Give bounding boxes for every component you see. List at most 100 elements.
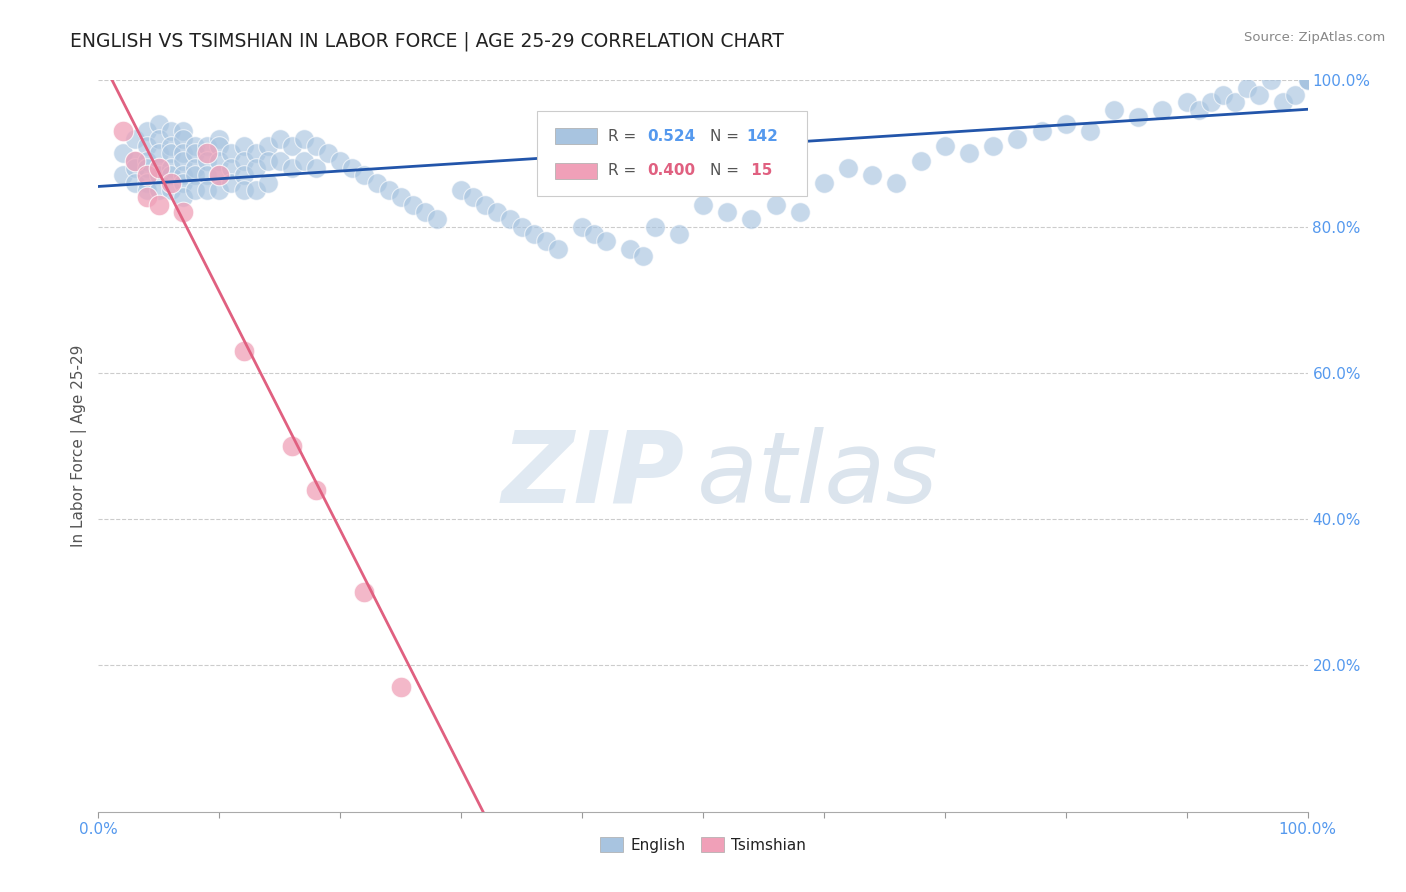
Point — [232, 139, 254, 153]
Text: 142: 142 — [747, 128, 778, 144]
Point — [1078, 124, 1101, 138]
Point — [1296, 73, 1319, 87]
Point — [172, 190, 194, 204]
Point — [1031, 124, 1053, 138]
Point — [1102, 103, 1125, 117]
Legend: English, Tsimshian: English, Tsimshian — [593, 831, 813, 859]
Point — [1249, 87, 1271, 102]
Point — [172, 176, 194, 190]
Point — [135, 124, 157, 138]
Point — [124, 132, 146, 146]
Point — [486, 205, 509, 219]
Point — [208, 183, 231, 197]
Point — [208, 139, 231, 153]
Point — [256, 139, 278, 153]
Point — [148, 183, 170, 197]
Point — [148, 132, 170, 146]
Point — [221, 176, 243, 190]
Y-axis label: In Labor Force | Age 25-29: In Labor Force | Age 25-29 — [72, 345, 87, 547]
Point — [1175, 95, 1198, 110]
Point — [256, 153, 278, 168]
Point — [208, 169, 231, 183]
Point — [1296, 73, 1319, 87]
Point — [172, 132, 194, 146]
Text: ZIP: ZIP — [502, 426, 685, 524]
Point — [135, 139, 157, 153]
Point — [148, 161, 170, 175]
Point — [716, 205, 738, 219]
Point — [245, 183, 267, 197]
Point — [1284, 87, 1306, 102]
Point — [281, 161, 304, 175]
Point — [789, 205, 811, 219]
Point — [631, 249, 654, 263]
Point — [619, 242, 641, 256]
Point — [860, 169, 883, 183]
Point — [1296, 73, 1319, 87]
Text: 0.524: 0.524 — [648, 128, 696, 144]
Point — [172, 153, 194, 168]
Point — [1296, 73, 1319, 87]
Point — [184, 146, 207, 161]
Point — [342, 161, 364, 175]
Point — [934, 139, 956, 153]
Point — [837, 161, 859, 175]
Point — [148, 169, 170, 183]
Point — [740, 212, 762, 227]
Point — [184, 139, 207, 153]
Point — [692, 197, 714, 211]
Point — [353, 169, 375, 183]
Point — [160, 139, 183, 153]
Text: atlas: atlas — [697, 426, 939, 524]
Point — [1296, 73, 1319, 87]
Point — [886, 176, 908, 190]
Point — [1296, 73, 1319, 87]
Point — [160, 183, 183, 197]
Point — [148, 146, 170, 161]
Point — [547, 242, 569, 256]
Point — [232, 153, 254, 168]
Point — [160, 161, 183, 175]
Point — [184, 161, 207, 175]
Point — [1296, 73, 1319, 87]
Point — [1296, 73, 1319, 87]
Point — [305, 161, 328, 175]
Point — [595, 234, 617, 248]
Point — [111, 169, 134, 183]
Point — [148, 117, 170, 131]
Point — [245, 161, 267, 175]
Point — [111, 124, 134, 138]
Point — [281, 139, 304, 153]
Point — [135, 169, 157, 183]
Point — [245, 146, 267, 161]
Point — [1296, 73, 1319, 87]
Point — [135, 190, 157, 204]
Point — [1296, 73, 1319, 87]
Point — [269, 153, 291, 168]
Point — [172, 169, 194, 183]
Text: ENGLISH VS TSIMSHIAN IN LABOR FORCE | AGE 25-29 CORRELATION CHART: ENGLISH VS TSIMSHIAN IN LABOR FORCE | AG… — [70, 31, 785, 51]
Point — [329, 153, 352, 168]
Point — [160, 169, 183, 183]
Point — [644, 219, 666, 234]
Point — [208, 153, 231, 168]
Text: 15: 15 — [747, 163, 772, 178]
Point — [389, 681, 412, 695]
Point — [571, 219, 593, 234]
Point — [668, 227, 690, 241]
Point — [195, 139, 218, 153]
Point — [1223, 95, 1246, 110]
Point — [366, 176, 388, 190]
Point — [256, 176, 278, 190]
Point — [160, 146, 183, 161]
Point — [305, 139, 328, 153]
Point — [184, 183, 207, 197]
Text: N =: N = — [710, 128, 744, 144]
Point — [1236, 80, 1258, 95]
Text: N =: N = — [710, 163, 744, 178]
Point — [208, 169, 231, 183]
Point — [498, 212, 520, 227]
Point — [232, 183, 254, 197]
Point — [195, 146, 218, 161]
Point — [1296, 73, 1319, 87]
